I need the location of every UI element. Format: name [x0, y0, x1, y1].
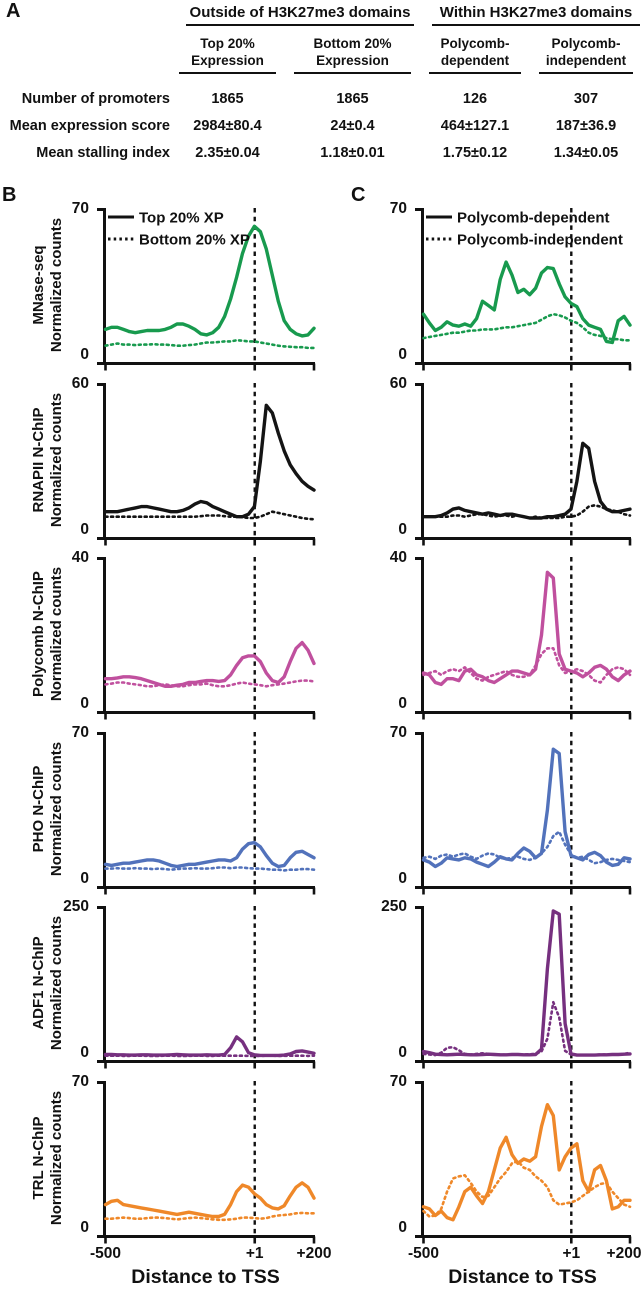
- x-tick-label: -500: [86, 1245, 126, 1263]
- y-axis-label-line2: Normalized counts: [48, 204, 66, 366]
- y-axis-label-line1: MNase-seq: [30, 204, 48, 366]
- y-max-tick-label: 60: [367, 375, 407, 393]
- y-zero-tick-label: 0: [49, 870, 89, 888]
- y-axis-label-line1: Polycomb N-ChIP: [30, 553, 48, 715]
- legend-label: Bottom 20% XP: [139, 232, 250, 249]
- chart-c-row1: [413, 379, 632, 549]
- series-solid-line: [424, 572, 631, 684]
- series-dotted-line: [106, 867, 315, 870]
- y-zero-tick-label: 0: [49, 1044, 89, 1062]
- y-axis-label-line1: PHO N-ChIP: [30, 728, 48, 890]
- series-solid-line: [106, 405, 315, 516]
- y-max-tick-label: 40: [367, 549, 407, 567]
- series-solid-line: [106, 643, 315, 687]
- x-axis-title: Distance to TSS: [423, 1266, 623, 1289]
- y-max-tick-label: 70: [367, 724, 407, 742]
- chart-b-row2: [95, 553, 316, 723]
- series-dotted-line: [424, 1003, 631, 1056]
- series-solid-line: [106, 842, 315, 866]
- legend-label: Polycomb-independent: [457, 232, 623, 249]
- series-solid-line: [424, 262, 631, 342]
- y-zero-tick-label: 0: [367, 695, 407, 713]
- series-dotted-line: [106, 511, 315, 519]
- y-zero-tick-label: 0: [367, 521, 407, 539]
- chart-c-row0: Polycomb-dependent Polycomb-independent: [413, 204, 632, 374]
- chart-c-row3: [413, 728, 632, 898]
- series-solid-line: [424, 911, 631, 1055]
- y-zero-tick-label: 0: [367, 1219, 407, 1237]
- x-tick-label: +1: [235, 1245, 275, 1263]
- series-solid-line: [424, 749, 631, 866]
- chart-b-row1: [95, 379, 316, 549]
- y-axis-label-line2: Normalized counts: [48, 902, 66, 1064]
- y-axis-label-line2: Normalized counts: [48, 1077, 66, 1239]
- chart-c-row5: [413, 1077, 632, 1247]
- y-axis-label-line1: RNAPII N-ChIP: [30, 379, 48, 541]
- y-zero-tick-label: 0: [367, 870, 407, 888]
- y-zero-tick-label: 0: [367, 1044, 407, 1062]
- y-max-tick-label: 70: [49, 1073, 89, 1091]
- chart-c-row4: [413, 902, 632, 1072]
- y-axis-label-line2: Normalized counts: [48, 379, 66, 541]
- chart-b-row4: [95, 902, 316, 1072]
- y-zero-tick-label: 0: [367, 346, 407, 364]
- y-zero-tick-label: 0: [49, 521, 89, 539]
- y-max-tick-label: 70: [49, 200, 89, 218]
- chart-b-row5: [95, 1077, 316, 1247]
- x-tick-label: -500: [404, 1245, 444, 1263]
- y-max-tick-label: 70: [49, 724, 89, 742]
- y-max-tick-label: 250: [49, 898, 89, 916]
- x-tick-label: +200: [604, 1245, 642, 1263]
- series-solid-line: [106, 1037, 315, 1056]
- chart-b-row3: [95, 728, 316, 898]
- y-axis-label-line1: ADF1 N-ChIP: [30, 902, 48, 1064]
- x-tick-label: +200: [294, 1245, 334, 1263]
- y-max-tick-label: 60: [49, 375, 89, 393]
- x-axis-title: Distance to TSS: [106, 1266, 306, 1289]
- y-max-tick-label: 70: [367, 1073, 407, 1091]
- series-solid-line: [106, 1183, 315, 1217]
- y-axis-label-line2: Normalized counts: [48, 553, 66, 715]
- x-tick-label: +1: [551, 1245, 591, 1263]
- y-axis-label-line1: TRL N-ChIP: [30, 1077, 48, 1239]
- series-solid-line: [424, 1105, 631, 1220]
- series-dotted-line: [106, 340, 315, 348]
- y-axis-label-line2: Normalized counts: [48, 728, 66, 890]
- y-zero-tick-label: 0: [49, 695, 89, 713]
- legend-label: Top 20% XP: [139, 210, 224, 227]
- chart-c-row2: [413, 553, 632, 723]
- y-zero-tick-label: 0: [49, 346, 89, 364]
- y-max-tick-label: 70: [367, 200, 407, 218]
- y-zero-tick-label: 0: [49, 1219, 89, 1237]
- y-max-tick-label: 250: [367, 898, 407, 916]
- series-dotted-line: [424, 1161, 631, 1216]
- chart-b-row0: Top 20% XP Bottom 20% XP: [95, 204, 316, 374]
- legend-label: Polycomb-dependent: [457, 210, 610, 227]
- y-max-tick-label: 40: [49, 549, 89, 567]
